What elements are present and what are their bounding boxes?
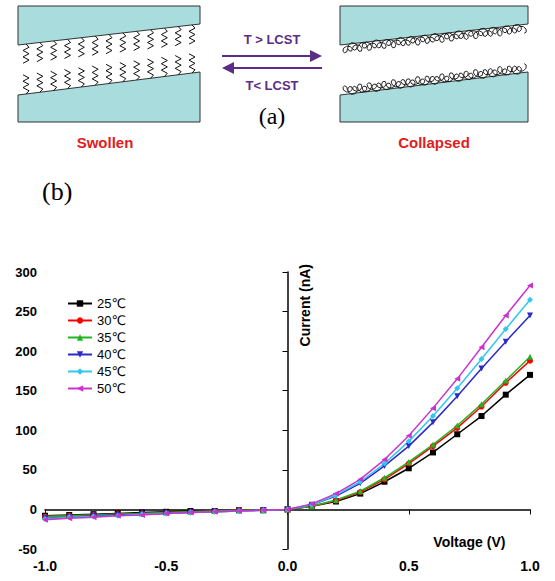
svg-text:T > LCST: T > LCST: [244, 32, 301, 47]
svg-text:150: 150: [15, 383, 37, 398]
svg-text:45℃: 45℃: [97, 364, 126, 379]
svg-text:-1.0: -1.0: [33, 558, 57, 574]
svg-text:-0.5: -0.5: [154, 558, 178, 574]
svg-text:1.0: 1.0: [520, 558, 540, 574]
svg-text:50℃: 50℃: [97, 381, 126, 396]
svg-text:30℃: 30℃: [97, 313, 126, 328]
svg-text:100: 100: [15, 423, 37, 438]
svg-text:Current (nA): Current (nA): [297, 264, 313, 346]
svg-text:-50: -50: [18, 542, 37, 557]
svg-text:300: 300: [15, 265, 37, 280]
svg-text:25℃: 25℃: [97, 296, 126, 311]
svg-text:250: 250: [15, 304, 37, 319]
svg-text:(b): (b): [42, 177, 72, 206]
svg-text:0.0: 0.0: [278, 558, 298, 574]
svg-text:(a): (a): [259, 103, 286, 129]
svg-text:40℃: 40℃: [97, 347, 126, 362]
svg-text:35℃: 35℃: [97, 330, 126, 345]
svg-text:0.5: 0.5: [399, 558, 419, 574]
svg-text:50: 50: [23, 462, 37, 477]
svg-text:Collapsed: Collapsed: [398, 134, 470, 151]
svg-text:0: 0: [30, 502, 37, 517]
svg-text:Swollen: Swollen: [77, 134, 134, 151]
svg-text:T< LCST: T< LCST: [245, 78, 298, 93]
svg-text:200: 200: [15, 344, 37, 359]
svg-text:Voltage (V): Voltage (V): [433, 534, 505, 550]
